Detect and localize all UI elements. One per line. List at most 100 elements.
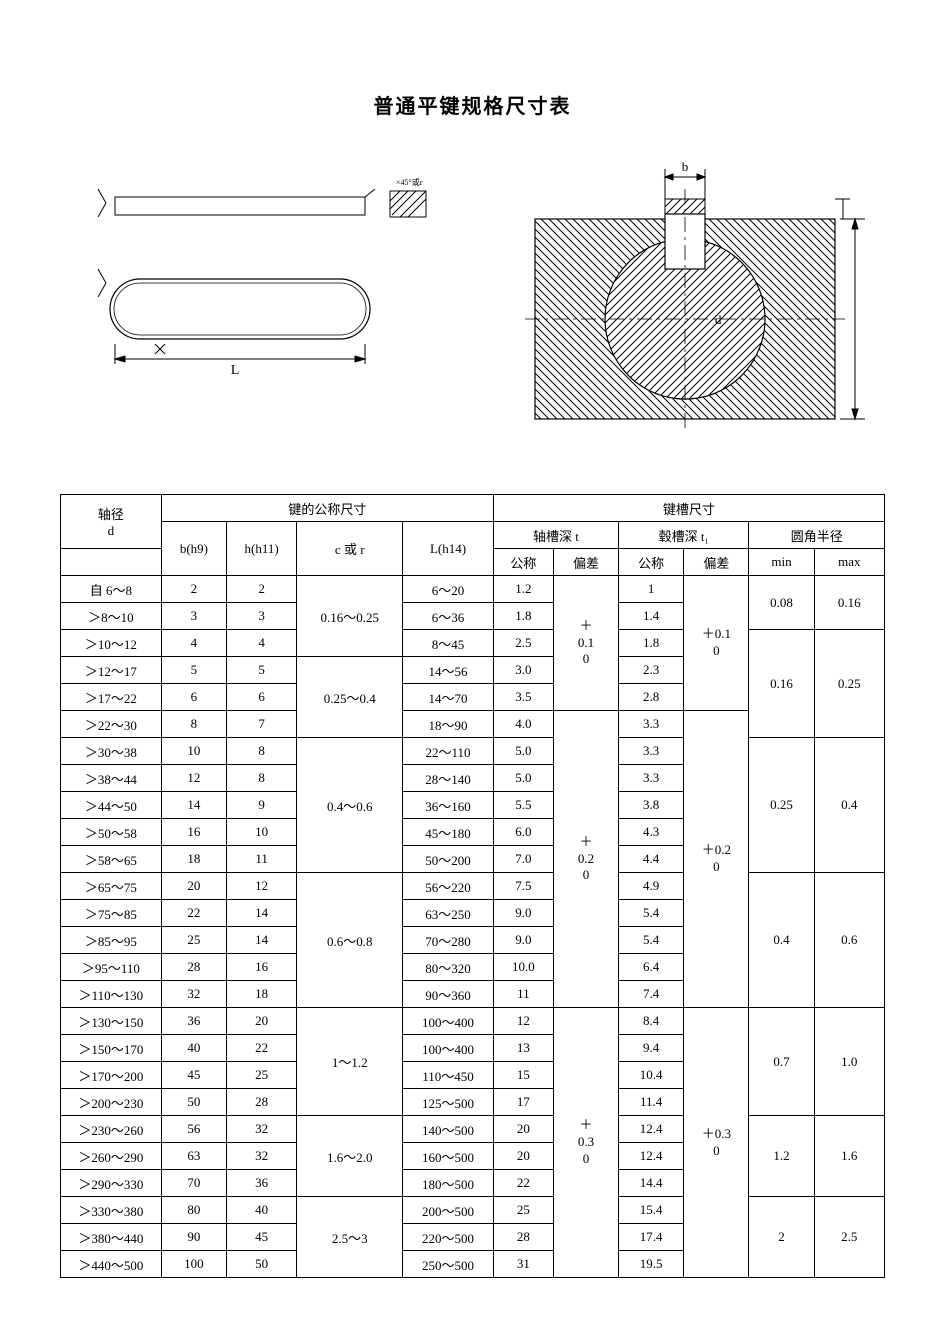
cell-t1: 3.3 <box>619 738 684 765</box>
cell-L: 14～70 <box>403 684 494 711</box>
cell-t: 3.0 <box>493 657 553 684</box>
cell-h: 28 <box>227 1089 297 1116</box>
cell-h: 18 <box>227 981 297 1008</box>
cell-h: 14 <box>227 927 297 954</box>
cell-L: 14～56 <box>403 657 494 684</box>
cell-r-min: 1.2 <box>749 1116 814 1197</box>
cell-L: 8～45 <box>403 630 494 657</box>
cell-b: 45 <box>161 1062 226 1089</box>
cell-cr: 1.6～2.0 <box>297 1116 403 1197</box>
th-shaft-groove: 轴槽深 t <box>493 522 618 549</box>
cell-d: ＞200～230 <box>61 1089 162 1116</box>
cell-d: 自 6～8 <box>61 576 162 603</box>
cell-r-min: 0.25 <box>749 738 814 873</box>
cell-b: 50 <box>161 1089 226 1116</box>
cell-b: 8 <box>161 711 226 738</box>
cell-t1-dev: ＋0.2 0 <box>684 711 749 1008</box>
cell-t1: 6.4 <box>619 954 684 981</box>
table-row: 自 6～8220.16～0.256～201.2＋ 0.1 01＋0.1 00.0… <box>61 576 885 603</box>
table-row: ＞65～7520120.6～0.856～2207.54.90.40.6 <box>61 873 885 900</box>
cell-t: 5.0 <box>493 738 553 765</box>
cell-L: 6～20 <box>403 576 494 603</box>
cell-r-min: 0.16 <box>749 630 814 738</box>
cell-h: 14 <box>227 900 297 927</box>
cell-t: 1.8 <box>493 603 553 630</box>
cell-t: 5.5 <box>493 792 553 819</box>
cell-t: 2.5 <box>493 630 553 657</box>
cell-cr: 0.6～0.8 <box>297 873 403 1008</box>
cell-d: ＞230～260 <box>61 1116 162 1143</box>
cell-t1: 8.4 <box>619 1008 684 1035</box>
l-label: L <box>231 363 240 378</box>
cell-t1: 17.4 <box>619 1224 684 1251</box>
cell-b: 4 <box>161 630 226 657</box>
cell-h: 32 <box>227 1116 297 1143</box>
cell-t1: 1.4 <box>619 603 684 630</box>
cell-r-max: 0.16 <box>814 576 884 630</box>
cell-h: 3 <box>227 603 297 630</box>
cell-h: 16 <box>227 954 297 981</box>
cell-L: 100～400 <box>403 1035 494 1062</box>
cell-t1: 11.4 <box>619 1089 684 1116</box>
cell-h: 22 <box>227 1035 297 1062</box>
cell-t1: 3.3 <box>619 711 684 738</box>
cell-b: 10 <box>161 738 226 765</box>
cell-t: 20 <box>493 1143 553 1170</box>
th-h: h(h11) <box>227 522 297 576</box>
cell-h: 8 <box>227 765 297 792</box>
cell-h: 9 <box>227 792 297 819</box>
cell-t: 4.0 <box>493 711 553 738</box>
th-t1-dev: 偏差 <box>684 549 749 576</box>
cell-d: ＞130～150 <box>61 1008 162 1035</box>
cell-t1-dev: ＋0.1 0 <box>684 576 749 711</box>
cell-b: 100 <box>161 1251 226 1278</box>
cell-t: 22 <box>493 1170 553 1197</box>
cell-b: 14 <box>161 792 226 819</box>
spec-table-body: 自 6～8220.16～0.256～201.2＋ 0.1 01＋0.1 00.0… <box>61 576 885 1278</box>
cell-h: 2 <box>227 576 297 603</box>
spec-table-head: 轴径 d 键的公称尺寸 键槽尺寸 b(h9) h(h11) c 或 r L(h1… <box>61 495 885 576</box>
cell-L: 100～400 <box>403 1008 494 1035</box>
cell-h: 11 <box>227 846 297 873</box>
cell-h: 4 <box>227 630 297 657</box>
cell-L: 70～280 <box>403 927 494 954</box>
cell-b: 25 <box>161 927 226 954</box>
table-row: ＞10～12448～452.51.80.160.25 <box>61 630 885 657</box>
cell-t1: 2.3 <box>619 657 684 684</box>
cell-h: 20 <box>227 1008 297 1035</box>
cell-b: 32 <box>161 981 226 1008</box>
cell-h: 5 <box>227 657 297 684</box>
cell-cr: 1～1.2 <box>297 1008 403 1116</box>
cell-L: 125～500 <box>403 1089 494 1116</box>
cell-d: ＞17～22 <box>61 684 162 711</box>
cell-t: 3.5 <box>493 684 553 711</box>
cell-d: ＞10～12 <box>61 630 162 657</box>
cell-L: 180～500 <box>403 1170 494 1197</box>
cell-L: 50～200 <box>403 846 494 873</box>
cell-d: ＞440～500 <box>61 1251 162 1278</box>
cell-t1: 4.9 <box>619 873 684 900</box>
cell-L: 63～250 <box>403 900 494 927</box>
diagrams: ×45°或r <box>60 159 885 439</box>
cell-t1: 10.4 <box>619 1062 684 1089</box>
cell-L: 45～180 <box>403 819 494 846</box>
spec-table: 轴径 d 键的公称尺寸 键槽尺寸 b(h9) h(h11) c 或 r L(h1… <box>60 494 885 1278</box>
cell-t1: 9.4 <box>619 1035 684 1062</box>
cell-h: 45 <box>227 1224 297 1251</box>
cell-r-min: 2 <box>749 1197 814 1278</box>
cell-t1: 7.4 <box>619 981 684 1008</box>
cell-cr: 2.5～3 <box>297 1197 403 1278</box>
th-keyway-dim: 键槽尺寸 <box>493 495 884 522</box>
cell-t: 1.2 <box>493 576 553 603</box>
cell-b: 3 <box>161 603 226 630</box>
cell-b: 70 <box>161 1170 226 1197</box>
cell-L: 90～360 <box>403 981 494 1008</box>
cell-d: ＞290～330 <box>61 1170 162 1197</box>
th-t-dev: 偏差 <box>553 549 618 576</box>
cell-r-min: 0.08 <box>749 576 814 630</box>
cell-b: 5 <box>161 657 226 684</box>
cell-b: 40 <box>161 1035 226 1062</box>
cell-cr: 0.16～0.25 <box>297 576 403 657</box>
cell-t: 17 <box>493 1089 553 1116</box>
cell-h: 40 <box>227 1197 297 1224</box>
